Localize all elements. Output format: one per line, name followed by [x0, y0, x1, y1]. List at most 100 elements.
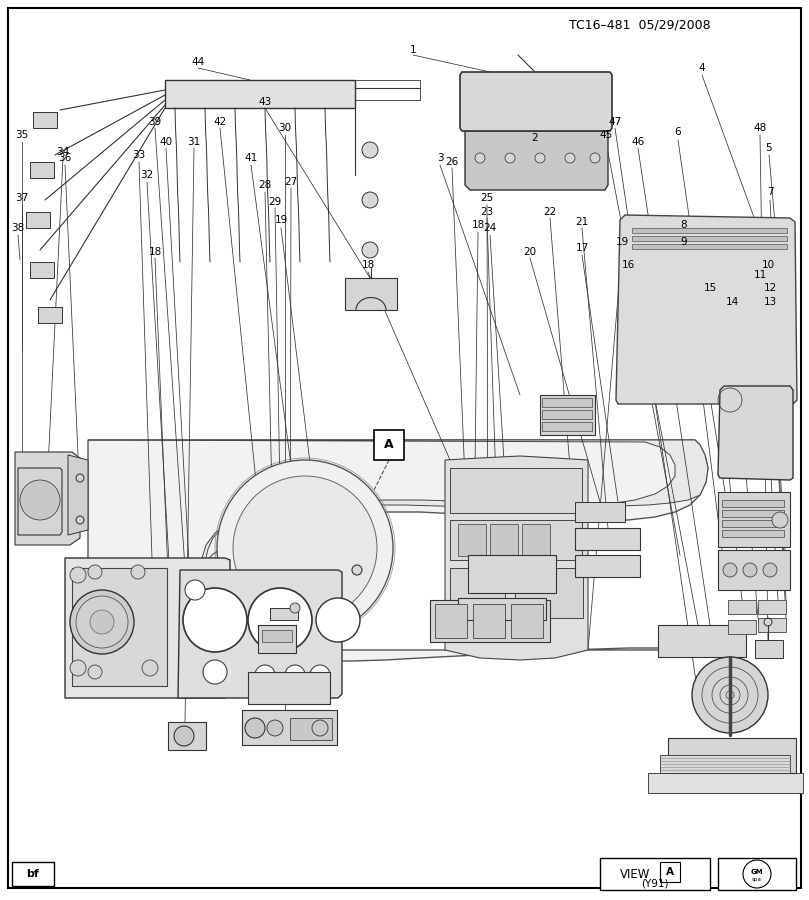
Circle shape	[505, 153, 515, 163]
Text: 44: 44	[192, 57, 205, 67]
Bar	[290, 718, 332, 740]
Text: A: A	[666, 867, 674, 877]
Bar	[632, 228, 787, 233]
Text: 25: 25	[481, 193, 493, 203]
Bar	[473, 604, 505, 638]
Bar	[600, 858, 710, 890]
Circle shape	[70, 660, 86, 676]
Bar	[511, 604, 543, 638]
Bar	[660, 862, 680, 882]
Polygon shape	[445, 456, 588, 660]
Text: 29: 29	[269, 197, 282, 207]
Bar	[30, 162, 54, 178]
Text: 41: 41	[244, 153, 257, 163]
Circle shape	[70, 590, 134, 654]
Bar	[758, 600, 786, 614]
Circle shape	[362, 192, 378, 208]
Bar	[542, 410, 592, 419]
Circle shape	[203, 660, 227, 684]
Circle shape	[76, 596, 128, 648]
Bar	[722, 510, 784, 517]
Circle shape	[131, 565, 145, 579]
Bar	[490, 524, 518, 556]
Circle shape	[772, 512, 788, 528]
Text: 45: 45	[599, 130, 612, 140]
Bar	[355, 80, 420, 100]
Text: (Y91): (Y91)	[642, 879, 669, 889]
Polygon shape	[15, 452, 80, 545]
Text: 30: 30	[278, 123, 291, 133]
Circle shape	[285, 665, 305, 685]
Text: 10: 10	[761, 260, 774, 270]
Text: 18: 18	[362, 260, 375, 270]
Polygon shape	[616, 215, 797, 404]
Bar	[575, 528, 640, 550]
Bar	[468, 555, 556, 593]
Circle shape	[692, 657, 768, 733]
Text: 22: 22	[544, 207, 557, 217]
Circle shape	[316, 598, 360, 642]
Circle shape	[88, 565, 102, 579]
Polygon shape	[460, 72, 612, 131]
Text: 47: 47	[608, 117, 621, 127]
Text: 35: 35	[15, 130, 28, 140]
Text: 20: 20	[523, 247, 536, 257]
Bar	[435, 604, 467, 638]
Bar	[458, 598, 546, 620]
Circle shape	[183, 588, 247, 652]
Bar	[632, 244, 787, 249]
Text: 26: 26	[446, 157, 459, 167]
Bar	[248, 672, 330, 704]
Text: 28: 28	[258, 180, 272, 190]
Text: 21: 21	[575, 217, 589, 227]
Bar	[430, 600, 550, 642]
Circle shape	[142, 660, 158, 676]
Circle shape	[217, 460, 393, 636]
Text: 42: 42	[214, 117, 227, 127]
Circle shape	[352, 565, 362, 575]
Text: bf: bf	[27, 869, 40, 879]
Polygon shape	[68, 455, 88, 535]
Bar	[165, 80, 355, 108]
Text: 40: 40	[159, 137, 172, 147]
Text: 3: 3	[437, 153, 443, 163]
Text: 15: 15	[703, 283, 717, 293]
Circle shape	[248, 588, 312, 652]
Bar	[728, 600, 756, 614]
Bar	[722, 530, 784, 537]
Bar	[242, 710, 337, 745]
Bar	[722, 500, 784, 507]
Text: 18: 18	[148, 247, 162, 257]
Text: 1: 1	[409, 45, 417, 55]
Circle shape	[723, 563, 737, 577]
Text: 27: 27	[285, 177, 298, 187]
Circle shape	[267, 720, 283, 736]
Text: 2: 2	[532, 133, 538, 143]
Bar	[542, 398, 592, 407]
Circle shape	[290, 603, 300, 613]
Circle shape	[565, 153, 575, 163]
Text: 37: 37	[15, 193, 28, 203]
Bar	[72, 568, 167, 686]
Text: 39: 39	[148, 117, 162, 127]
Text: 34: 34	[57, 147, 70, 157]
Bar	[658, 625, 746, 657]
Text: 6: 6	[675, 127, 681, 137]
Text: 46: 46	[631, 137, 645, 147]
Text: 4: 4	[699, 63, 705, 73]
Text: 23: 23	[481, 207, 493, 217]
Bar	[262, 630, 292, 642]
Text: VIEW: VIEW	[620, 868, 650, 880]
Bar	[522, 524, 550, 556]
Bar	[12, 862, 54, 886]
Text: 14: 14	[726, 297, 739, 307]
Circle shape	[535, 153, 545, 163]
Text: 36: 36	[58, 153, 72, 163]
Circle shape	[763, 563, 777, 577]
Circle shape	[590, 153, 600, 163]
Circle shape	[174, 726, 194, 746]
Text: 19: 19	[616, 237, 629, 247]
Bar	[458, 524, 486, 556]
Text: 32: 32	[141, 170, 154, 180]
Text: 13: 13	[764, 297, 777, 307]
